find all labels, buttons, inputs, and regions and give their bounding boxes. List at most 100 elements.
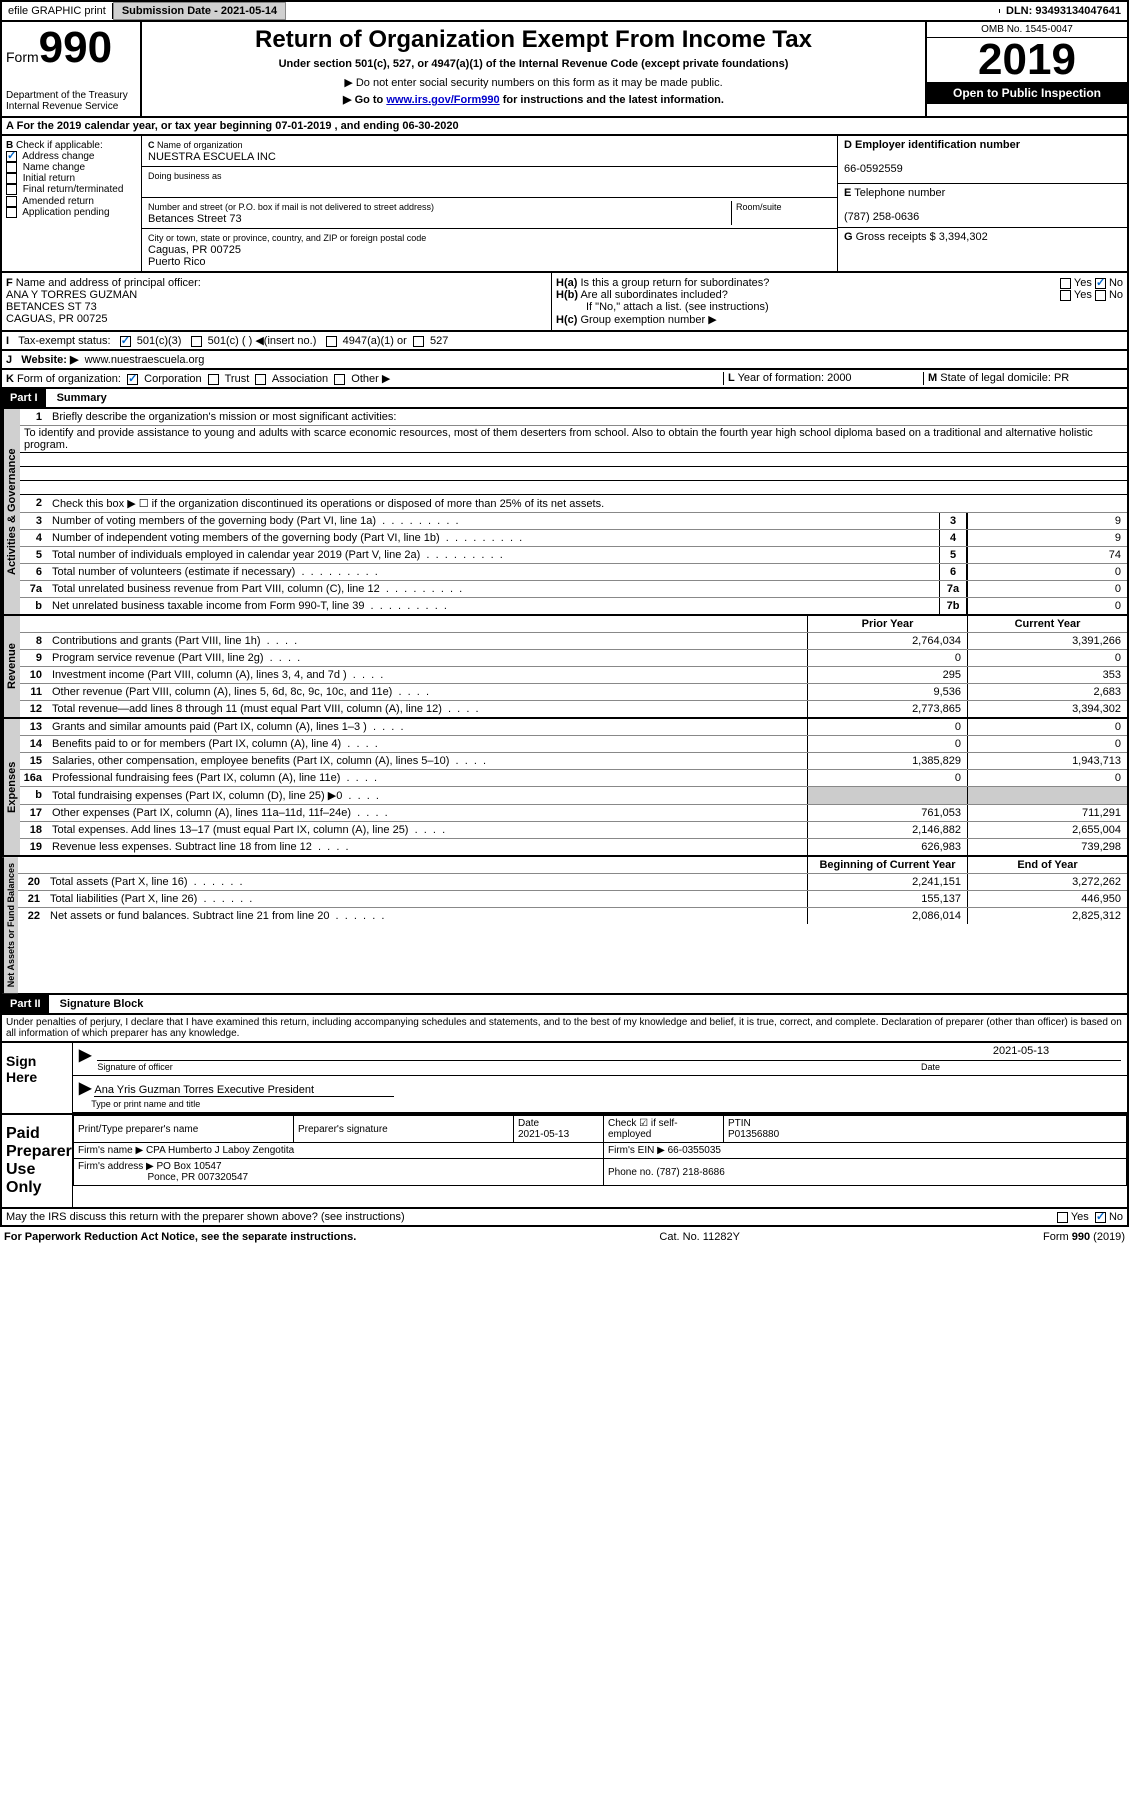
no-label: No: [1109, 277, 1123, 289]
org-name-label: Name of organization: [157, 140, 243, 150]
exp-line: 14Benefits paid to or for members (Part …: [20, 736, 1127, 753]
exp-line: 18Total expenses. Add lines 13–17 (must …: [20, 822, 1127, 839]
opt-4947: 4947(a)(1) or: [343, 335, 407, 347]
room-label: Room/suite: [736, 202, 782, 212]
exp-line: bTotal fundraising expenses (Part IX, co…: [20, 787, 1127, 805]
exp-line: 15Salaries, other compensation, employee…: [20, 753, 1127, 770]
line-i: I Tax-exempt status: 501(c)(3) 501(c) ( …: [0, 332, 1129, 351]
irs-label: Internal Revenue Service: [6, 101, 136, 112]
date-label: Date: [921, 1062, 940, 1072]
gov-line: 4Number of independent voting members of…: [20, 530, 1127, 547]
b-item: Amended return: [6, 196, 137, 207]
4947-checkbox[interactable]: [326, 336, 337, 347]
type-name-label: Type or print name and title: [91, 1099, 200, 1109]
tax-exempt-label: Tax-exempt status:: [18, 335, 110, 347]
submission-date-button[interactable]: Submission Date - 2021-05-14: [113, 2, 286, 20]
prep-date-label: Date: [518, 1118, 539, 1129]
header-mid: Return of Organization Exempt From Incom…: [142, 22, 927, 116]
firm-addr1: PO Box 10547: [157, 1161, 222, 1172]
hb-label: Are all subordinates included?: [580, 289, 727, 301]
yes-label2: Yes: [1074, 289, 1092, 301]
gov-line: 5Total number of individuals employed in…: [20, 547, 1127, 564]
b-checkbox-0[interactable]: [6, 151, 17, 162]
check-label: Check if applicable:: [16, 140, 103, 151]
b-checkbox-2[interactable]: [6, 173, 17, 184]
entity-info: B Check if applicable: Address change Na…: [0, 136, 1129, 273]
yes-label: Yes: [1074, 277, 1092, 289]
netassets-tab: Net Assets or Fund Balances: [2, 857, 18, 993]
b-checkbox-3[interactable]: [6, 184, 17, 195]
ha-yes-checkbox[interactable]: [1060, 278, 1071, 289]
paid-prep-label: Paid Preparer Use Only: [2, 1115, 72, 1207]
ha-no-checkbox[interactable]: [1095, 278, 1106, 289]
rev-line: 11Other revenue (Part VIII, column (A), …: [20, 684, 1127, 701]
website-label: Website: ▶: [21, 354, 78, 366]
discuss-yes-checkbox[interactable]: [1057, 1212, 1068, 1223]
form-subtitle: Under section 501(c), 527, or 4947(a)(1)…: [146, 58, 921, 70]
opt-other: Other ▶: [351, 373, 390, 385]
rev-line: 8Contributions and grants (Part VIII, li…: [20, 633, 1127, 650]
form-org-label: Form of organization:: [17, 373, 121, 385]
prior-year-hdr: Prior Year: [807, 616, 967, 632]
gov-line: 3Number of voting members of the governi…: [20, 513, 1127, 530]
tax-year: 2019: [927, 38, 1127, 82]
part2-label: Part II: [2, 995, 49, 1013]
note-link: ▶ Go to www.irs.gov/Form990 for instruct…: [146, 93, 921, 106]
assoc-checkbox[interactable]: [255, 374, 266, 385]
current-year-hdr: Current Year: [967, 616, 1127, 632]
website-value: www.nuestraescuela.org: [85, 354, 205, 366]
other-checkbox[interactable]: [334, 374, 345, 385]
no-label2: No: [1109, 289, 1123, 301]
net-line: 20Total assets (Part X, line 16) . . . .…: [18, 874, 1127, 891]
paperwork-notice: For Paperwork Reduction Act Notice, see …: [4, 1231, 356, 1243]
trust-checkbox[interactable]: [208, 374, 219, 385]
exp-line: 17Other expenses (Part IX, column (A), l…: [20, 805, 1127, 822]
discuss-row: May the IRS discuss this return with the…: [0, 1209, 1129, 1227]
b-checkbox-1[interactable]: [6, 162, 17, 173]
b-checkbox-4[interactable]: [6, 196, 17, 207]
dept-label: Department of the Treasury: [6, 90, 136, 101]
mission-blank2: [20, 467, 1127, 481]
opt-assoc: Association: [272, 373, 328, 385]
spacer: [286, 9, 1000, 13]
irs-link[interactable]: www.irs.gov/Form990: [386, 94, 499, 106]
discuss-no-checkbox[interactable]: [1095, 1212, 1106, 1223]
form-label: Form: [6, 49, 39, 65]
opt-501c: 501(c) ( ) ◀(insert no.): [208, 335, 317, 347]
org-name: NUESTRA ESCUELA INC: [148, 151, 276, 163]
city-value: Caguas, PR 00725: [148, 244, 241, 256]
b-checkbox-5[interactable]: [6, 207, 17, 218]
mission-text: To identify and provide assistance to yo…: [20, 426, 1127, 453]
corp-checkbox[interactable]: [127, 374, 138, 385]
opt-corp: Corporation: [144, 373, 201, 385]
city-label: City or town, state or province, country…: [148, 233, 426, 243]
hb-no-checkbox[interactable]: [1095, 290, 1106, 301]
dba-label: Doing business as: [148, 171, 222, 181]
phone-value: (787) 258-0636: [844, 211, 919, 223]
domicile-label: State of legal domicile:: [940, 372, 1051, 384]
part2-title: Signature Block: [52, 995, 152, 1013]
line-a-text: For the 2019 calendar year, or tax year …: [17, 120, 459, 132]
dln-label: DLN: 93493134047641: [1000, 3, 1127, 19]
header-left: Form990 Department of the Treasury Inter…: [2, 22, 142, 116]
line-j: J Website: ▶ www.nuestraescuela.org: [0, 351, 1129, 370]
part1-header: Part I Summary: [0, 389, 1129, 409]
note-ssn: ▶ Do not enter social security numbers o…: [146, 76, 921, 89]
hc-label: Group exemption number ▶: [580, 314, 716, 326]
self-employed-label: Check ☑ if self-employed: [608, 1118, 678, 1140]
hb-yes-checkbox[interactable]: [1060, 290, 1071, 301]
part1-expenses: Expenses 13Grants and similar amounts pa…: [0, 719, 1129, 857]
b-item: Address change: [6, 151, 137, 162]
q1-text: Briefly describe the organization's miss…: [48, 409, 1127, 425]
end-year-hdr: End of Year: [967, 857, 1127, 873]
note2-post: for instructions and the latest informat…: [500, 94, 724, 106]
country-value: Puerto Rico: [148, 256, 205, 268]
501c3-checkbox[interactable]: [120, 336, 131, 347]
501c-checkbox[interactable]: [191, 336, 202, 347]
year-form-label: Year of formation:: [738, 372, 824, 384]
527-checkbox[interactable]: [413, 336, 424, 347]
begin-year-hdr: Beginning of Current Year: [807, 857, 967, 873]
officer-signature-line[interactable]: [97, 1045, 921, 1061]
discuss-yes: Yes: [1071, 1211, 1089, 1223]
signature-block: Sign Here ▶ Signature of officer 2021-05…: [0, 1043, 1129, 1115]
